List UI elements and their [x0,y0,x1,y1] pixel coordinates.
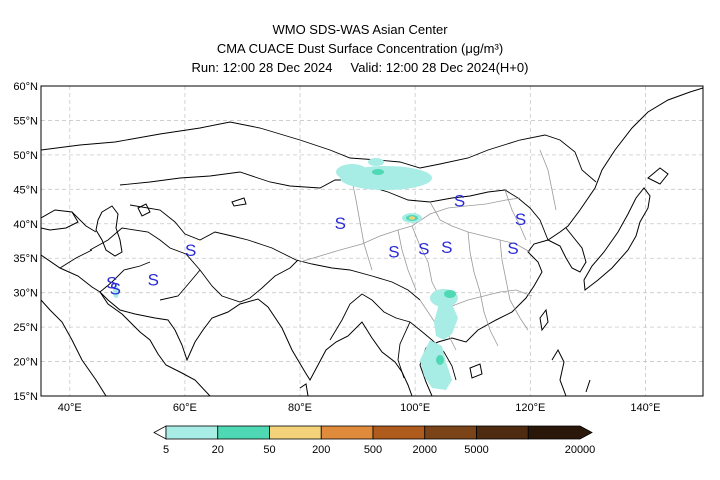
dust-storm-marker: S [106,273,117,292]
caspian-sea [95,205,123,257]
colorbar-level-label: 20000 [565,444,596,456]
dust-storm-marker: S [515,210,526,229]
lon-tick-label: 100°E [400,402,430,414]
lat-tick-label: 45°N [13,184,38,196]
colorbar-level-label: 50 [263,444,275,456]
taiwan [539,308,549,332]
lat-tick-label: 15°N [13,391,38,403]
colorbar-level-label: 2000 [413,444,437,456]
lon-tick-label: 60°E [173,402,197,414]
colorbar-level-label: 5 [163,444,169,456]
dust-storm-marker: S [185,241,196,260]
lat-tick-label: 50°N [13,150,38,162]
lat-tick-label: 20°N [13,357,38,369]
dust-storm-marker: S [148,271,159,290]
korea-coast [547,227,587,273]
title-product: CMA CUACE Dust Surface Concentration (μg… [216,41,504,56]
asia-coastline [41,87,703,396]
lat-tick-label: 25°N [13,322,38,334]
longitude-labels: 40°E 60°E 80°E 100°E 120°E 140°E [58,402,661,414]
colorbar-min-arrow [153,425,167,440]
latitude-labels: 15°N 20°N 25°N 30°N 35°N 40°N 45°N 50°N 55°N 60°N [13,81,38,403]
lat-tick-label: 40°N [13,219,38,231]
dust-storm-marker: S [454,191,465,210]
lat-tick-label: 30°N [13,288,38,300]
colorbar-level-label: 5000 [464,444,488,456]
sri-lanka [299,383,309,396]
colorbar-segment [476,425,529,440]
lon-tick-label: 120°E [515,402,545,414]
lat-lon-grid [41,85,703,397]
title-center: WMO SDS-WAS Asian Center [272,22,448,37]
valid-time: Valid: 12:00 28 Dec 2024(H+0) [350,60,529,75]
colorbar-level-label: 500 [364,444,382,456]
dust-storm-marker: S [388,242,399,261]
dust-patches [113,158,458,390]
lat-tick-label: 60°N [13,81,38,93]
dust-storm-marker: S [335,214,346,233]
lake [231,197,247,207]
lake [137,203,151,217]
philippines [551,348,591,396]
black-sea [41,209,79,231]
colorbar-segment [320,425,374,440]
colorbar-segment [424,425,477,440]
persian-gulf-coast [41,291,211,396]
dust-storm-marker: S [441,238,452,257]
colorbar: 5 20 50 200 500 2000 5000 20000 [153,425,596,456]
colorbar-segment [165,425,219,440]
dust-storm-marker: S [418,240,429,259]
lat-tick-label: 35°N [13,253,38,265]
colorbar-level-label: 200 [312,444,330,456]
plot-frame [40,85,704,397]
hainan [469,363,483,379]
colorbar-segment [269,425,322,440]
lon-tick-label: 40°E [58,402,82,414]
title-run-valid: Run: 12:00 28 Dec 2024 Valid: 12:00 28 D… [0,60,720,76]
lon-tick-label: 80°E [288,402,312,414]
lat-tick-label: 55°N [13,115,38,127]
national-borders [41,121,597,381]
colorbar-level-label: 20 [212,444,224,456]
dust-storm-marker: S [110,280,121,299]
japan [583,167,669,291]
run-time: Run: 12:00 28 Dec 2024 [191,60,333,75]
lon-tick-label: 140°E [630,402,660,414]
colorbar-segment [527,425,593,440]
colorbar-segment [372,425,426,440]
dust-storm-marker: S [507,239,518,258]
colorbar-segment [217,425,270,440]
